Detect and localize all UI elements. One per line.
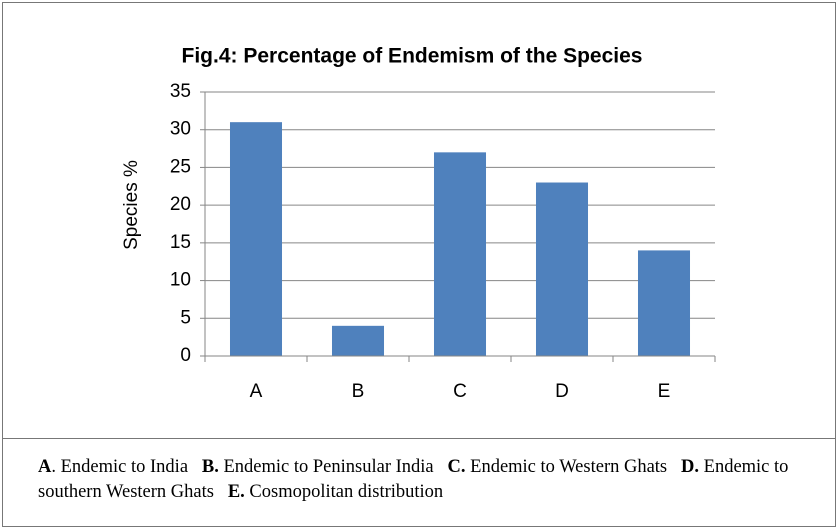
caption-text: Cosmopolitan distribution: [244, 482, 444, 502]
caption-text: Endemic to Peninsular India: [218, 457, 434, 477]
caption-key: D.: [681, 457, 700, 477]
y-tick-label: 25: [170, 156, 191, 177]
x-tick-label: D: [555, 381, 569, 402]
bar: [535, 182, 589, 356]
bar: [637, 250, 691, 356]
x-tick-label: E: [658, 381, 671, 402]
bar: [433, 152, 487, 356]
bar: [229, 122, 283, 357]
y-tick-label: 5: [180, 307, 191, 328]
chart-title: Fig.4: Percentage of Endemism of the Spe…: [182, 45, 643, 68]
caption-text: Endemic to Western Ghats: [465, 457, 668, 477]
caption: A. Endemic to India B. Endemic to Penins…: [2, 438, 836, 527]
caption-text: . Endemic to India: [51, 457, 189, 477]
caption-key: B.: [201, 457, 219, 477]
caption-key: E.: [227, 482, 245, 502]
caption-text: Endemic to southern Western Ghats: [38, 457, 789, 502]
y-tick-label: 20: [170, 194, 191, 215]
x-tick-label: B: [352, 381, 365, 402]
y-axis-label: Species %: [121, 160, 142, 250]
bar: [331, 325, 385, 356]
caption-key: C.: [447, 457, 466, 477]
caption-key: A: [38, 457, 52, 477]
x-tick-label: C: [453, 381, 467, 402]
y-tick-label: 0: [180, 345, 191, 366]
y-tick-label: 10: [170, 270, 191, 291]
y-tick-label: 30: [170, 119, 191, 140]
x-tick-label: A: [250, 381, 263, 402]
y-tick-label: 35: [170, 81, 191, 102]
y-tick-label: 15: [170, 232, 191, 253]
